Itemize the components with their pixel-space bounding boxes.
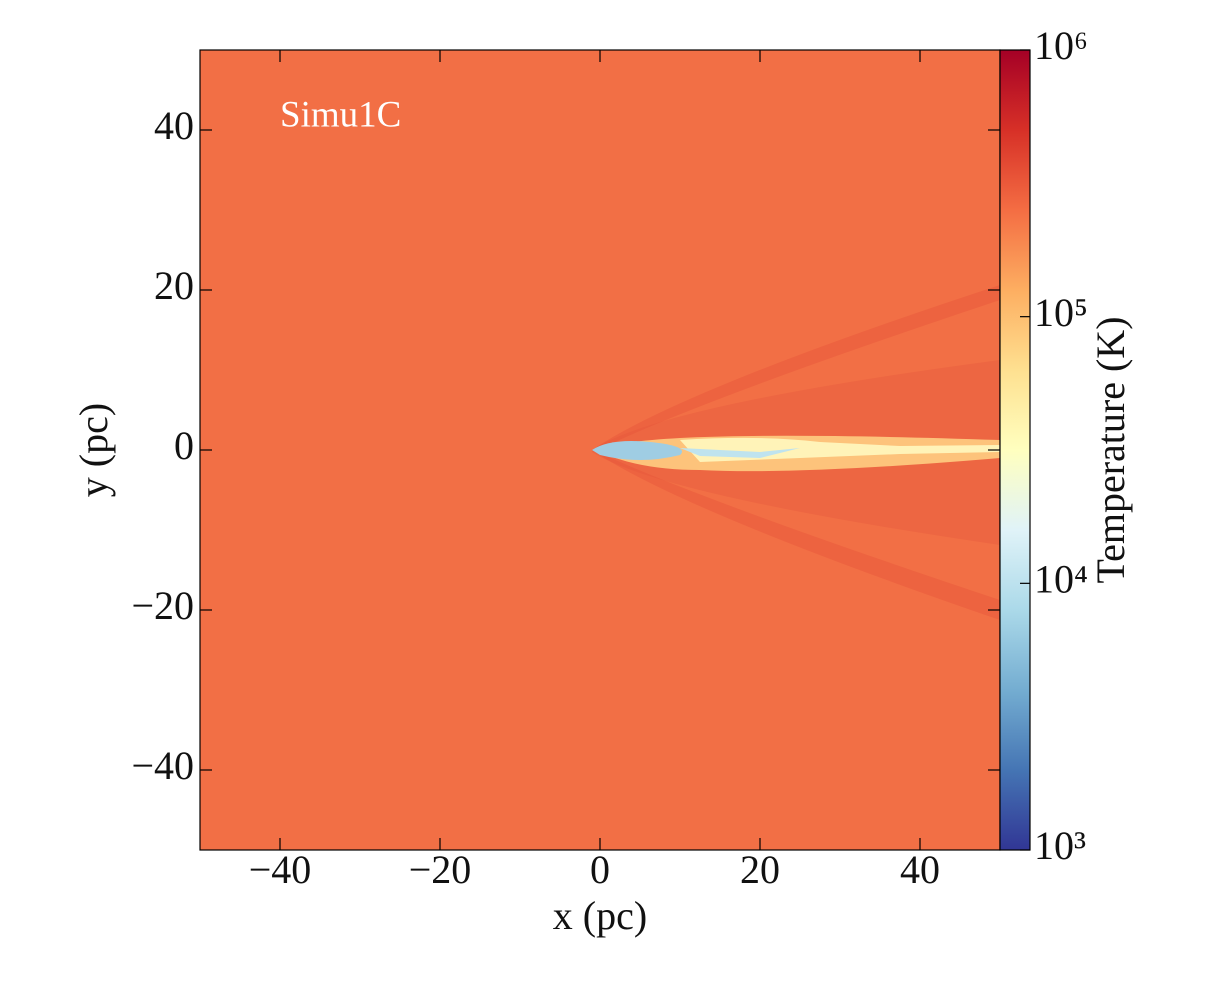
bow-shock-upper [592,285,1000,450]
colorbar-tick-label: 10⁵ [1034,290,1088,335]
y-tick-label: −20 [131,583,194,628]
cold-cloud [592,441,682,460]
x-tick-label: −40 [249,847,312,892]
y-axis-label: y (pc) [71,403,116,497]
y-tick-label: 40 [154,103,194,148]
y-tick-label: 20 [154,263,194,308]
colorbar [999,49,1031,851]
colorbar-tick-label: 10⁶ [1034,23,1088,68]
colorbar-label: Temperature (K) [1088,316,1133,583]
x-tick-label: 40 [900,847,940,892]
x-axis-label: x (pc) [553,893,647,938]
y-tick-label: −40 [131,743,194,788]
colorbar-tick-label: 10³ [1034,823,1086,868]
cold-filament [680,448,800,458]
annotation: Simu1C [280,94,401,135]
colorbar-tick-label: 10⁴ [1034,557,1088,602]
x-tick-label: 20 [740,847,780,892]
x-tick-label: 0 [590,847,610,892]
bow-shock-lower [592,450,1000,620]
x-tick-label: −20 [409,847,472,892]
y-tick-label: 0 [174,423,194,468]
